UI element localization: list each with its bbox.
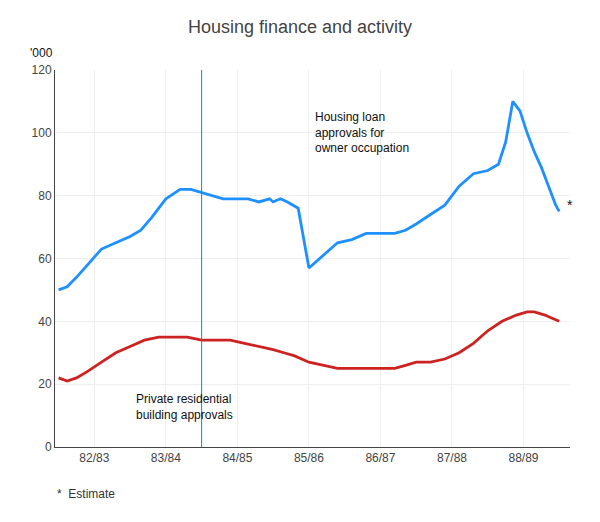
- svg-text:86/87: 86/87: [365, 451, 395, 465]
- svg-text:80: 80: [38, 189, 52, 203]
- svg-text:120: 120: [32, 63, 52, 77]
- svg-text:*: *: [567, 197, 573, 213]
- svg-text:40: 40: [38, 315, 52, 329]
- svg-text:82/83: 82/83: [79, 451, 109, 465]
- svg-text:Private residentialbuilding ap: Private residentialbuilding approvals: [136, 392, 233, 422]
- svg-text:* Estimate: * Estimate: [57, 487, 115, 501]
- svg-text:85/86: 85/86: [294, 451, 324, 465]
- svg-text:Housing loanapprovals forowner: Housing loanapprovals forowner occupatio…: [315, 110, 409, 155]
- svg-text:84/85: 84/85: [222, 451, 252, 465]
- svg-text:87/88: 87/88: [437, 451, 467, 465]
- svg-text:100: 100: [32, 126, 52, 140]
- svg-text:'000: '000: [30, 46, 53, 60]
- svg-text:Housing finance and activity: Housing finance and activity: [188, 17, 412, 37]
- svg-text:0: 0: [45, 440, 52, 454]
- svg-text:20: 20: [38, 377, 52, 391]
- svg-text:60: 60: [38, 252, 52, 266]
- svg-text:88/89: 88/89: [508, 451, 538, 465]
- svg-text:83/84: 83/84: [151, 451, 181, 465]
